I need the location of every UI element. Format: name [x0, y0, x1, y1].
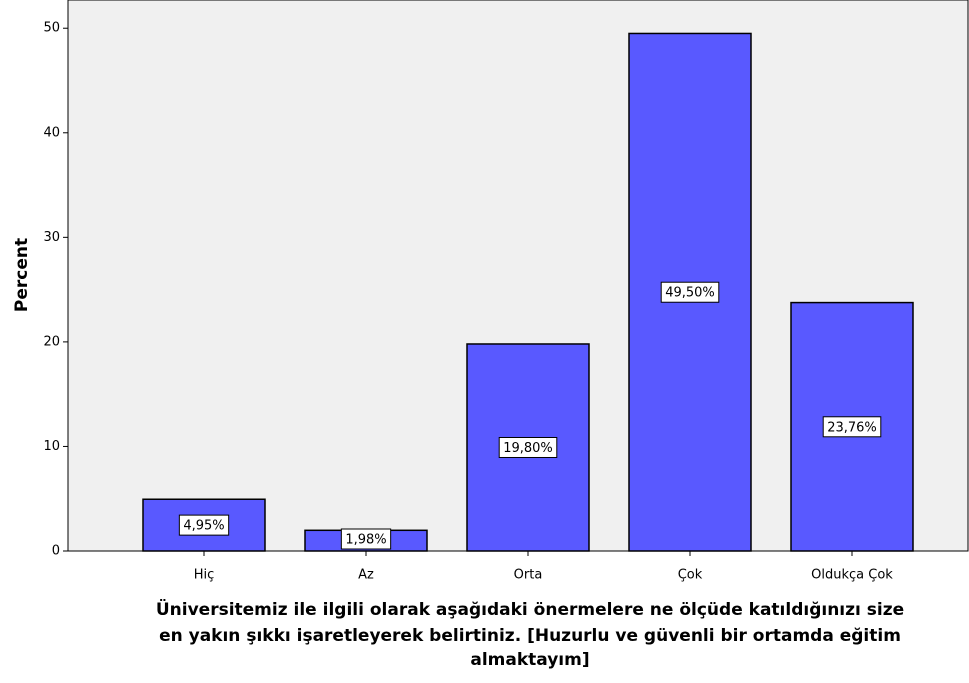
value-label: 4,95%: [183, 519, 224, 534]
y-tick-label: 50: [43, 21, 60, 36]
y-axis-title: Percent: [12, 238, 32, 312]
x-tick-label: Oldukça Çok: [811, 568, 893, 583]
y-tick-label: 10: [43, 439, 60, 454]
value-label-box: [822, 416, 882, 438]
value-label-box: [178, 514, 230, 536]
value-label: 19,80%: [503, 441, 553, 456]
value-label-box: [498, 436, 558, 458]
value-label: 23,76%: [827, 420, 877, 435]
x-tick-label: Hiç: [194, 568, 215, 583]
value-label: 49,50%: [665, 286, 715, 301]
y-tick-label: 20: [43, 334, 60, 349]
value-label-box: [340, 528, 392, 550]
x-tick-label: Az: [358, 568, 374, 583]
x-axis-title: en yakın şıkkı işaretleyerek belirtiniz.…: [159, 626, 901, 646]
x-tick-label: Orta: [514, 568, 543, 583]
value-label-box: [660, 281, 720, 303]
x-axis-title: almaktayım]: [470, 650, 589, 670]
x-axis-title: Üniversitemiz ile ilgili olarak aşağıdak…: [156, 598, 904, 620]
value-label: 1,98%: [345, 533, 386, 548]
y-tick-label: 0: [52, 544, 60, 559]
y-tick-label: 30: [43, 230, 60, 245]
y-tick-label: 40: [43, 125, 60, 140]
x-tick-label: Çok: [678, 568, 703, 583]
bar: [466, 343, 590, 552]
